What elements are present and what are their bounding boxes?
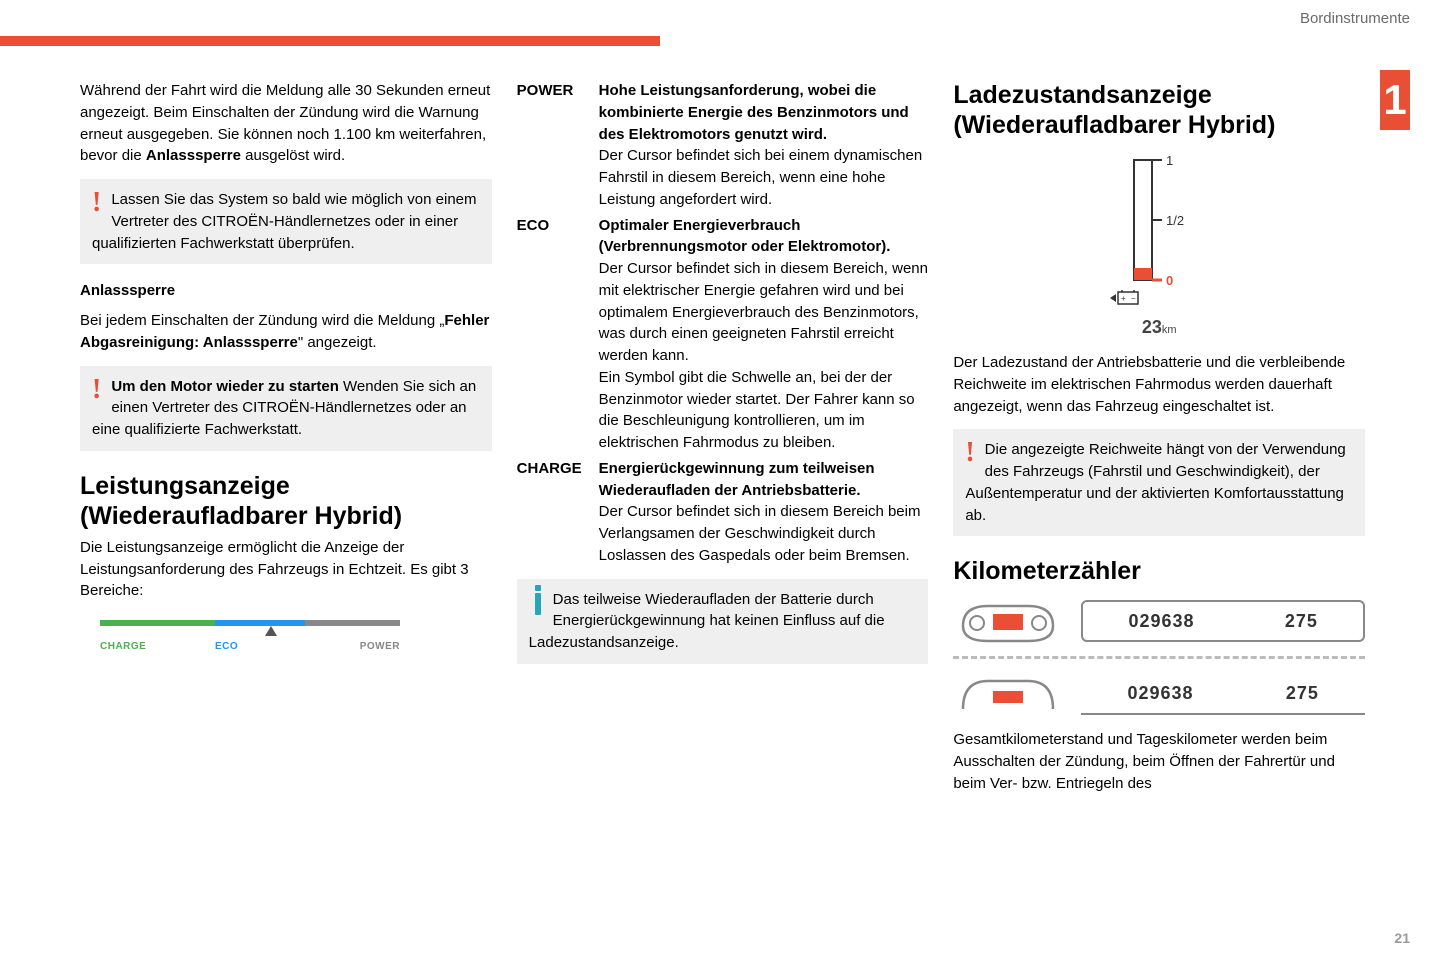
odo-trip: 275	[1285, 608, 1318, 634]
ladezustand-heading: Ladezustandsanzeige (Wiederaufladbarer H…	[953, 80, 1365, 140]
odometer-row-1: 029638 275	[953, 596, 1365, 646]
cluster-icon	[953, 669, 1063, 719]
odometer-row-2: 029638 275	[953, 669, 1365, 719]
warning-text: Lassen Sie das System so bald wie möglic…	[92, 191, 477, 252]
anlasssperre-heading: Anlasssperre	[80, 280, 492, 302]
chapter-number: 1	[1380, 70, 1410, 130]
battery-gauge-diagram: 1 1/2 0 + − 23km	[1059, 150, 1259, 340]
svg-text:+: +	[1121, 294, 1126, 303]
info-text: Das teilweise Wiederaufladen der Batteri…	[529, 591, 885, 652]
gauge-label-power: POWER	[305, 640, 400, 655]
ladezustand-paragraph: Der Ladezustand der Antriebsbatterie und…	[953, 352, 1365, 417]
warning-bold: Um den Motor wieder zu starten	[111, 378, 339, 395]
odo-total: 029638	[1128, 608, 1194, 634]
tick-1: 1	[1166, 153, 1173, 168]
separator	[953, 656, 1365, 659]
svg-text:−: −	[1131, 294, 1136, 303]
definition-body: Optimaler Energieverbrauch (Verbrennungs…	[599, 215, 929, 454]
tick-0: 0	[1166, 273, 1173, 288]
section-header: Bordinstrumente	[1300, 10, 1410, 27]
accent-bar	[0, 36, 660, 46]
warning-icon: !	[92, 376, 101, 404]
warning-icon: !	[965, 439, 974, 467]
info-icon	[535, 593, 541, 615]
leistungsanzeige-heading: Leistungsanzeige (Wiederaufladbarer Hybr…	[80, 471, 492, 531]
warning-box-1: ! Lassen Sie das System so bald wie mögl…	[80, 179, 492, 264]
power-gauge-diagram: CHARGE ECO POWER	[100, 620, 472, 655]
info-box-1: Das teilweise Wiederaufladen der Batteri…	[517, 579, 929, 664]
warning-box-3: ! Die angezeigte Reichweite hängt von de…	[953, 429, 1365, 536]
gauge-cursor-icon	[265, 626, 277, 636]
warning-box-2: ! Um den Motor wieder zu starten Wenden …	[80, 366, 492, 451]
definition-row: ECOOptimaler Energieverbrauch (Verbrennu…	[517, 215, 929, 454]
definition-term: CHARGE	[517, 458, 599, 567]
definition-row: CHARGEEnergierückgewinnung zum teilweise…	[517, 458, 929, 567]
warning-text: Die angezeigte Reichweite hängt von der …	[965, 441, 1345, 523]
page-number: 21	[1394, 930, 1410, 946]
gauge-label-charge: CHARGE	[100, 640, 215, 655]
gauge-label-eco: ECO	[215, 640, 305, 655]
definition-row: POWERHohe Leistungsanforderung, wobei di…	[517, 80, 929, 211]
column-1: Während der Fahrt wird die Meldung alle …	[80, 80, 492, 795]
intro-paragraph: Während der Fahrt wird die Meldung alle …	[80, 80, 492, 167]
column-2: POWERHohe Leistungsanforderung, wobei di…	[517, 80, 929, 795]
tick-half: 1/2	[1166, 213, 1184, 228]
anlasssperre-paragraph: Bei jedem Einschalten der Zündung wird d…	[80, 310, 492, 354]
kilometerzaehler-heading: Kilometerzähler	[953, 556, 1365, 586]
range-value: 23km	[1059, 314, 1259, 340]
definition-term: ECO	[517, 215, 599, 454]
definition-term: POWER	[517, 80, 599, 211]
warning-icon: !	[92, 189, 101, 217]
definition-body: Energierückgewinnung zum teilweisen Wied…	[599, 458, 929, 567]
cluster-icon	[953, 596, 1063, 646]
page-content: Während der Fahrt wird die Meldung alle …	[80, 80, 1365, 795]
odometer-paragraph: Gesamtkilometerstand und Tageskilometer …	[953, 729, 1365, 794]
odo-total: 029638	[1127, 680, 1193, 706]
definition-body: Hohe Leistungsanforderung, wobei die kom…	[599, 80, 929, 211]
column-3: Ladezustandsanzeige (Wiederaufladbarer H…	[953, 80, 1365, 795]
leistungsanzeige-paragraph: Die Leistungsanzeige ermöglicht die Anze…	[80, 537, 492, 602]
odo-trip: 275	[1286, 680, 1319, 706]
